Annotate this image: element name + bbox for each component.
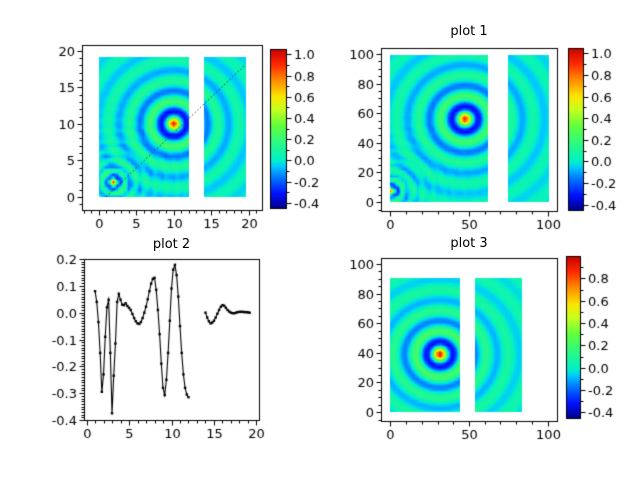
plot3-title: plot 3 <box>450 236 488 251</box>
colorbar-plot3 <box>566 256 580 418</box>
plot1-title: plot 1 <box>450 24 488 39</box>
subplot-plot2-line <box>84 259 259 420</box>
subplot-top-left-heatmap <box>82 45 262 210</box>
subplot-plot3-heatmap <box>381 258 557 421</box>
plot2-title: plot 2 <box>152 237 191 252</box>
subplot-plot1-heatmap <box>381 48 557 211</box>
colorbar-plot1 <box>568 48 583 210</box>
colorbar-top-left <box>270 49 286 208</box>
